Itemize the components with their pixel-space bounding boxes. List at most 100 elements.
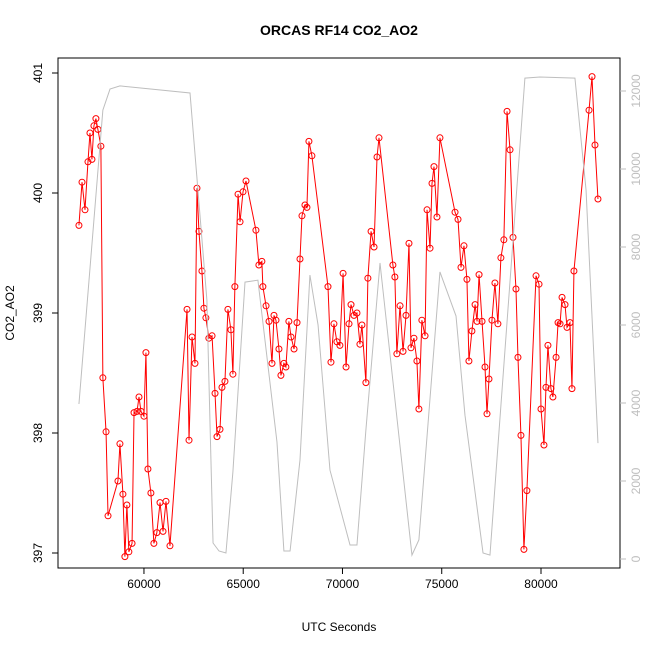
y-tick-label: 399 bbox=[31, 303, 45, 323]
data-point bbox=[389, 261, 397, 269]
data-point bbox=[570, 267, 578, 275]
data-point bbox=[195, 227, 203, 235]
data-point bbox=[185, 436, 193, 444]
data-point bbox=[540, 441, 548, 449]
data-point bbox=[460, 242, 468, 250]
data-point bbox=[123, 501, 131, 509]
data-point bbox=[121, 553, 129, 561]
data-point bbox=[75, 221, 83, 229]
x-tick-label: 80000 bbox=[524, 577, 558, 591]
data-point bbox=[436, 134, 444, 142]
y-axis-label: CO2_AO2 bbox=[3, 285, 17, 341]
data-point bbox=[298, 212, 306, 220]
data-point bbox=[159, 527, 167, 535]
data-point bbox=[454, 215, 462, 223]
data-point bbox=[353, 309, 361, 317]
data-point bbox=[150, 539, 158, 547]
data-point bbox=[216, 425, 224, 433]
data-point bbox=[290, 345, 298, 353]
data-point bbox=[585, 106, 593, 114]
data-point bbox=[272, 316, 280, 324]
data-point bbox=[347, 301, 355, 309]
data-point bbox=[90, 122, 98, 130]
data-point bbox=[413, 357, 421, 365]
data-point bbox=[229, 370, 237, 378]
data-point bbox=[162, 497, 170, 505]
data-point bbox=[506, 146, 514, 154]
data-point bbox=[552, 353, 560, 361]
data-point bbox=[239, 188, 247, 196]
y2-tick-label: 2000 bbox=[629, 467, 643, 494]
data-point bbox=[193, 184, 201, 192]
data-point bbox=[373, 153, 381, 161]
data-point bbox=[542, 383, 550, 391]
data-point bbox=[468, 327, 476, 335]
data-point bbox=[236, 218, 244, 226]
data-point bbox=[488, 316, 496, 324]
data-point bbox=[268, 359, 276, 367]
data-point bbox=[415, 405, 423, 413]
data-point bbox=[221, 377, 229, 385]
x-tick-label: 60000 bbox=[127, 577, 161, 591]
data-point bbox=[342, 363, 350, 371]
data-point bbox=[471, 301, 479, 309]
data-point bbox=[285, 317, 293, 325]
data-point bbox=[591, 141, 599, 149]
data-point bbox=[128, 539, 136, 547]
data-point bbox=[478, 317, 486, 325]
data-point bbox=[396, 302, 404, 310]
data-point bbox=[208, 332, 216, 340]
x-axis-label: UTC Seconds bbox=[302, 620, 377, 634]
data-point bbox=[537, 405, 545, 413]
series-line bbox=[78, 76, 599, 557]
data-point bbox=[463, 275, 471, 283]
data-point bbox=[142, 349, 150, 357]
y-tick-label: 397 bbox=[31, 543, 45, 563]
x-tick-label: 75000 bbox=[425, 577, 459, 591]
data-point bbox=[224, 305, 232, 313]
data-point bbox=[86, 129, 94, 137]
data-point bbox=[324, 283, 332, 291]
data-point bbox=[421, 332, 429, 340]
series-line bbox=[78, 76, 599, 557]
data-point bbox=[405, 239, 413, 247]
x-tick-label: 65000 bbox=[227, 577, 261, 591]
data-point bbox=[547, 385, 555, 393]
data-point bbox=[339, 269, 347, 277]
data-point bbox=[520, 545, 528, 553]
data-point bbox=[544, 341, 552, 349]
data-point bbox=[211, 389, 219, 397]
y2-tick-label: 12000 bbox=[629, 74, 643, 108]
data-point bbox=[183, 305, 191, 313]
data-point bbox=[277, 371, 285, 379]
data-point bbox=[491, 279, 499, 287]
data-point bbox=[364, 274, 372, 282]
data-point bbox=[485, 375, 493, 383]
data-point bbox=[451, 208, 459, 216]
data-point bbox=[114, 477, 122, 485]
data-point bbox=[532, 272, 540, 280]
data-point bbox=[296, 255, 304, 263]
y2-tick-label: 6000 bbox=[629, 311, 643, 338]
data-point bbox=[556, 320, 564, 328]
data-point bbox=[262, 302, 270, 310]
y2-tick-label: 4000 bbox=[629, 389, 643, 416]
data-point bbox=[356, 340, 364, 348]
data-point bbox=[78, 178, 86, 186]
data-point bbox=[227, 326, 235, 334]
data-point bbox=[428, 179, 436, 187]
data-point bbox=[188, 333, 196, 341]
data-point bbox=[410, 334, 418, 342]
data-point bbox=[88, 155, 96, 163]
data-point bbox=[202, 314, 210, 322]
data-point bbox=[116, 440, 124, 448]
data-point bbox=[375, 134, 383, 142]
data-point bbox=[475, 271, 483, 279]
y2-tick-label: 8000 bbox=[629, 233, 643, 260]
data-point bbox=[358, 321, 366, 329]
data-point bbox=[104, 512, 112, 520]
data-point bbox=[293, 319, 301, 327]
data-point bbox=[514, 353, 522, 361]
